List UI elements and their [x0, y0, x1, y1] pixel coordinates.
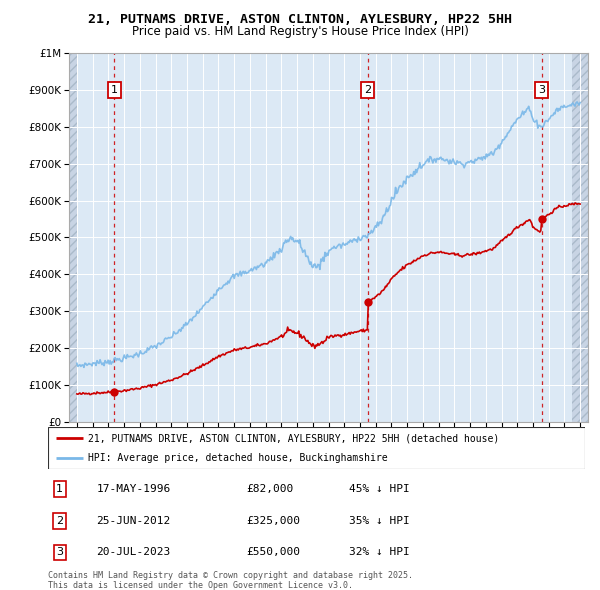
Text: 2: 2: [364, 85, 371, 95]
Text: 21, PUTNAMS DRIVE, ASTON CLINTON, AYLESBURY, HP22 5HH: 21, PUTNAMS DRIVE, ASTON CLINTON, AYLESB…: [88, 13, 512, 26]
Text: 2: 2: [56, 516, 64, 526]
Text: 25-JUN-2012: 25-JUN-2012: [97, 516, 170, 526]
Text: 3: 3: [538, 85, 545, 95]
Text: 17-MAY-1996: 17-MAY-1996: [97, 484, 170, 494]
Text: £82,000: £82,000: [247, 484, 294, 494]
Text: Price paid vs. HM Land Registry's House Price Index (HPI): Price paid vs. HM Land Registry's House …: [131, 25, 469, 38]
Text: 3: 3: [56, 548, 64, 558]
Text: 32% ↓ HPI: 32% ↓ HPI: [349, 548, 409, 558]
Text: 1: 1: [56, 484, 64, 494]
Bar: [572, 53, 588, 422]
Text: 20-JUL-2023: 20-JUL-2023: [97, 548, 170, 558]
FancyBboxPatch shape: [48, 427, 585, 469]
Text: 45% ↓ HPI: 45% ↓ HPI: [349, 484, 409, 494]
Text: HPI: Average price, detached house, Buckinghamshire: HPI: Average price, detached house, Buck…: [88, 454, 388, 463]
Text: 21, PUTNAMS DRIVE, ASTON CLINTON, AYLESBURY, HP22 5HH (detached house): 21, PUTNAMS DRIVE, ASTON CLINTON, AYLESB…: [88, 434, 500, 444]
Text: £550,000: £550,000: [247, 548, 301, 558]
Text: 35% ↓ HPI: 35% ↓ HPI: [349, 516, 409, 526]
Text: 1: 1: [111, 85, 118, 95]
Bar: [69, 53, 77, 422]
Text: Contains HM Land Registry data © Crown copyright and database right 2025.
This d: Contains HM Land Registry data © Crown c…: [48, 571, 413, 590]
Text: £325,000: £325,000: [247, 516, 301, 526]
